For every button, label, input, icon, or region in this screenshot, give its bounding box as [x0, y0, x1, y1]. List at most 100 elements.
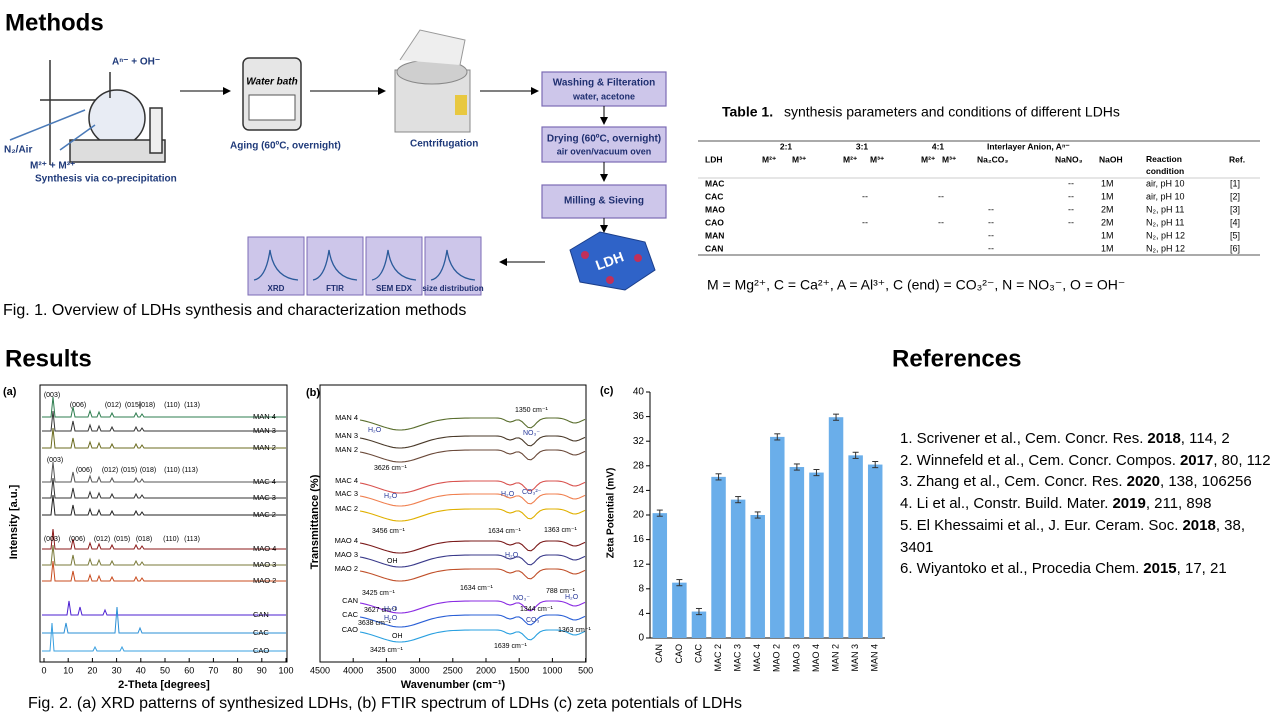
peak-label: (003) — [44, 536, 60, 543]
table: 2:1 3:1 4:1 Interlayer Anion, Aⁿ⁻ LDH M²⁺ M³⁺ M… — [705, 141, 1245, 253]
peak-label: (015) — [114, 536, 130, 543]
step-detail: air oven/vacuum oven — [557, 146, 652, 156]
error-bar — [774, 433, 781, 441]
series-label: MAC 4 — [253, 477, 276, 486]
series-label: MAO 4 — [253, 544, 276, 553]
spectrum — [359, 540, 586, 554]
annotation: H₂O — [384, 615, 398, 622]
y-tick-label: 20 — [633, 510, 645, 521]
spectrum — [359, 480, 586, 494]
spectrum — [359, 614, 586, 628]
annotation: 1344 cm⁻¹ — [520, 606, 554, 613]
reference-year: 2015 — [1143, 560, 1177, 578]
peak-label: (110) — [164, 402, 180, 409]
panel-icon — [430, 249, 476, 281]
bar — [828, 417, 844, 638]
bar — [750, 515, 765, 638]
step-box — [541, 126, 667, 163]
spectrum — [42, 622, 286, 652]
reference-list: 1. Scrivener et al., Cem. Concr. Res. 201… — [900, 428, 1278, 580]
panel — [365, 236, 423, 296]
table-note: M = Mg²⁺, C = Ca²⁺, A = Al³⁺, C (end) = … — [707, 277, 1125, 293]
bar — [711, 476, 726, 638]
device-label: Water bath — [246, 77, 298, 88]
reference-text: 3. Zhang et al., Cem. Concr. Res. — [900, 473, 1123, 491]
annotation: CO₃ — [526, 617, 540, 624]
reagent-label: M²⁺ + M³⁺ — [30, 161, 75, 172]
series-label: MAN 3 — [253, 426, 276, 435]
error-bar — [872, 460, 879, 469]
y-axis-label: Zeta Potential (mV) — [606, 468, 617, 559]
water-bath — [242, 57, 302, 131]
annotation: H₂O — [565, 594, 579, 601]
spectrum — [42, 600, 286, 616]
x-tick-label: MAO 3 — [791, 644, 801, 672]
panel — [306, 236, 364, 296]
series-label: CAN — [253, 610, 269, 619]
section-title: Results — [5, 345, 92, 372]
x-tick-label: CAC — [693, 644, 703, 664]
annotation: OH — [392, 633, 403, 640]
peak-label: (015) — [121, 467, 137, 474]
table-cell: N₂, pH 12 — [1146, 230, 1185, 240]
polygon — [569, 231, 656, 291]
table-cell: -- — [988, 217, 994, 227]
table-cell: [3] — [1230, 204, 1240, 214]
y-tick-label: 28 — [633, 460, 645, 471]
reference-source: , 80, 112 — [1213, 451, 1271, 469]
y-axis-label: Intensity [a.u.] — [8, 484, 20, 559]
series-label: CAN — [342, 596, 358, 605]
peak-label: (015) — [125, 402, 141, 409]
peak-label: (113) — [184, 402, 200, 409]
peak-label: (003) — [47, 457, 63, 464]
peak-label: (110) — [164, 467, 180, 474]
reference-year: 2018 — [1182, 516, 1216, 534]
table-label: Table 1. — [722, 104, 773, 120]
table-cell: [5] — [1230, 230, 1240, 240]
series-label: MAC 3 — [335, 489, 358, 498]
series-label: MAO 3 — [253, 560, 276, 569]
panel-icon — [253, 249, 299, 281]
table-header: M³⁺ — [792, 154, 807, 164]
reference-year: 2018 — [1147, 430, 1181, 447]
bar — [867, 464, 883, 638]
table-header: M²⁺ — [762, 154, 777, 164]
spectrum — [359, 600, 586, 614]
x-tick-label: 60 — [184, 665, 194, 675]
circle — [88, 89, 146, 147]
series-label: MAN 4 — [335, 413, 358, 422]
error-bar — [695, 607, 702, 616]
line — [9, 109, 86, 141]
spectrum — [42, 461, 286, 483]
x-tick-label: MAN 2 — [830, 644, 840, 672]
table-cell: 2M — [1101, 204, 1114, 214]
series-label: MAC 3 — [253, 493, 276, 502]
annotation: 1363 cm⁻¹ — [544, 527, 578, 534]
table-cell: -- — [1068, 178, 1074, 188]
annotation: 3456 cm⁻¹ — [372, 528, 406, 535]
circle — [581, 251, 589, 259]
x-tick-label: MAO 2 — [772, 644, 782, 672]
table-title: synthesis parameters and conditions of d… — [784, 104, 1120, 120]
reference-source: , 114, 2 — [1180, 430, 1230, 447]
spectrum — [359, 554, 586, 568]
y-tick-label: 36 — [633, 411, 645, 422]
step-title: Milling & Sieving — [564, 196, 644, 207]
bar — [770, 436, 785, 638]
step-label: Aging (60ºC, overnight) — [230, 141, 341, 152]
table-cell: -- — [1068, 204, 1074, 214]
peak-label: (006) — [76, 467, 92, 474]
series-label: MAO 3 — [335, 550, 358, 559]
spectrum — [42, 544, 286, 566]
x-tick-label: 4000 — [343, 665, 363, 675]
annotation: 1350 cm⁻¹ — [515, 407, 549, 414]
series-label: CAC — [253, 628, 269, 637]
series-label: MAO 4 — [335, 536, 358, 545]
table-cell: [2] — [1230, 191, 1240, 201]
peak-label: (018) — [139, 402, 155, 409]
spectrum — [42, 494, 286, 516]
table-cell: -- — [988, 230, 994, 240]
peak-label: (012) — [105, 402, 121, 409]
error-bar — [754, 511, 761, 519]
